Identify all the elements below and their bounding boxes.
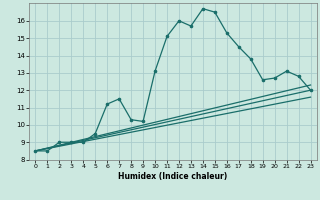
X-axis label: Humidex (Indice chaleur): Humidex (Indice chaleur): [118, 172, 228, 181]
